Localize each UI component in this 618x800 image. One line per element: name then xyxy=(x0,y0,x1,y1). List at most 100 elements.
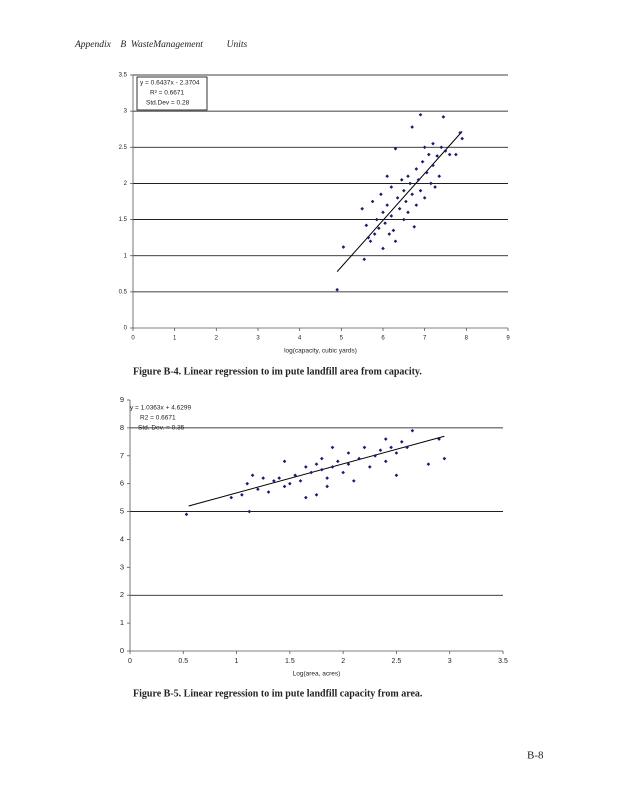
data-point xyxy=(330,465,335,469)
x-tick-label: 6 xyxy=(381,336,385,342)
data-point xyxy=(335,287,339,292)
data-point xyxy=(341,245,346,249)
y-tick-label: 1 xyxy=(120,618,124,627)
data-point xyxy=(447,152,452,157)
x-tick-label: 1 xyxy=(173,336,177,342)
x-tick-label: 3 xyxy=(448,658,452,665)
x-tick-label: 7 xyxy=(423,336,427,342)
data-point xyxy=(250,473,255,478)
data-point xyxy=(418,188,423,193)
x-tick-label: 2 xyxy=(215,336,219,342)
data-point xyxy=(414,203,419,207)
x-axis-label: log(capacity, cubic yards) xyxy=(284,348,357,355)
data-point xyxy=(240,493,244,497)
data-point xyxy=(389,185,394,189)
data-point xyxy=(360,206,364,211)
data-point xyxy=(399,440,404,444)
data-point xyxy=(367,465,372,469)
annotation-text: R² = 0.6671 xyxy=(150,90,185,97)
data-point xyxy=(309,470,313,475)
data-point xyxy=(357,456,361,461)
data-point xyxy=(410,125,414,129)
data-point xyxy=(431,141,435,146)
data-point xyxy=(266,490,271,494)
y-tick-label: 3 xyxy=(120,562,124,571)
data-point xyxy=(437,437,441,441)
data-point xyxy=(362,257,367,262)
data-point xyxy=(282,484,287,489)
data-point xyxy=(325,476,329,480)
y-tick-label: 7 xyxy=(120,451,124,460)
annotation-text: Std.Dev = 0.28 xyxy=(146,100,190,107)
y-tick-label: 0 xyxy=(120,646,124,655)
data-point xyxy=(391,228,396,233)
annotation-text: Std. Dev. = 0.35 xyxy=(138,425,185,432)
data-point xyxy=(454,152,458,157)
data-point xyxy=(427,152,431,157)
trendline xyxy=(336,131,463,272)
data-point xyxy=(330,445,335,450)
data-point xyxy=(325,484,329,489)
data-point xyxy=(441,115,446,119)
figure-caption: Figure B-4. Linear regression to im pute… xyxy=(133,366,422,377)
data-point xyxy=(341,470,345,475)
y-tick-label: 0.5 xyxy=(119,289,128,295)
data-point xyxy=(418,112,423,117)
x-tick-label: 0 xyxy=(128,658,132,665)
x-tick-label: 1.5 xyxy=(285,658,295,665)
x-tick-label: 4 xyxy=(298,336,302,342)
y-tick-label: 2.5 xyxy=(119,145,128,151)
data-point xyxy=(402,188,406,193)
data-point xyxy=(372,232,377,236)
data-point xyxy=(377,226,381,231)
data-point xyxy=(378,448,383,452)
data-point xyxy=(406,210,410,215)
data-point xyxy=(424,170,429,175)
x-tick-label: 0.5 xyxy=(178,658,188,665)
y-tick-label: 0 xyxy=(124,326,128,332)
data-point xyxy=(395,196,400,200)
data-point xyxy=(229,495,234,500)
data-point xyxy=(379,192,383,197)
annotation-text: y = 1.0363x + 4.6299 xyxy=(130,405,191,412)
x-tick-label: 0 xyxy=(131,336,135,342)
data-point xyxy=(381,246,385,251)
y-tick-label: 9 xyxy=(120,395,124,404)
x-tick-label: 3.5 xyxy=(498,658,508,665)
x-tick-label: 3 xyxy=(256,336,260,342)
trendline xyxy=(188,435,445,507)
data-point xyxy=(399,178,404,182)
x-tick-label: 9 xyxy=(506,336,510,342)
x-tick-label: 1 xyxy=(235,658,239,665)
data-point xyxy=(261,476,266,480)
running-header: Appendix B WasteManagement Units xyxy=(74,40,248,50)
annotation-box xyxy=(136,76,208,111)
data-point xyxy=(364,223,369,228)
data-point xyxy=(383,459,388,464)
data-point xyxy=(406,174,410,178)
data-point xyxy=(426,462,431,466)
data-point xyxy=(429,181,433,186)
page-number: B-8 xyxy=(527,750,544,762)
data-point xyxy=(393,146,398,151)
data-point xyxy=(402,217,406,222)
y-tick-label: 6 xyxy=(120,479,124,488)
data-point xyxy=(458,131,462,135)
data-point xyxy=(320,456,324,461)
data-point xyxy=(346,451,351,455)
data-point xyxy=(245,481,250,486)
data-point xyxy=(394,473,399,478)
data-point xyxy=(408,181,412,186)
data-point xyxy=(374,217,379,222)
y-tick-label: 3 xyxy=(124,109,128,115)
annotation-text: y = 0.6437x - 2.3704 xyxy=(140,80,200,87)
data-point xyxy=(184,512,189,517)
data-point xyxy=(443,149,448,153)
data-point xyxy=(320,467,324,472)
data-point xyxy=(366,235,371,240)
y-tick-label: 8 xyxy=(120,423,124,432)
data-point xyxy=(352,479,356,483)
data-point xyxy=(373,453,377,458)
